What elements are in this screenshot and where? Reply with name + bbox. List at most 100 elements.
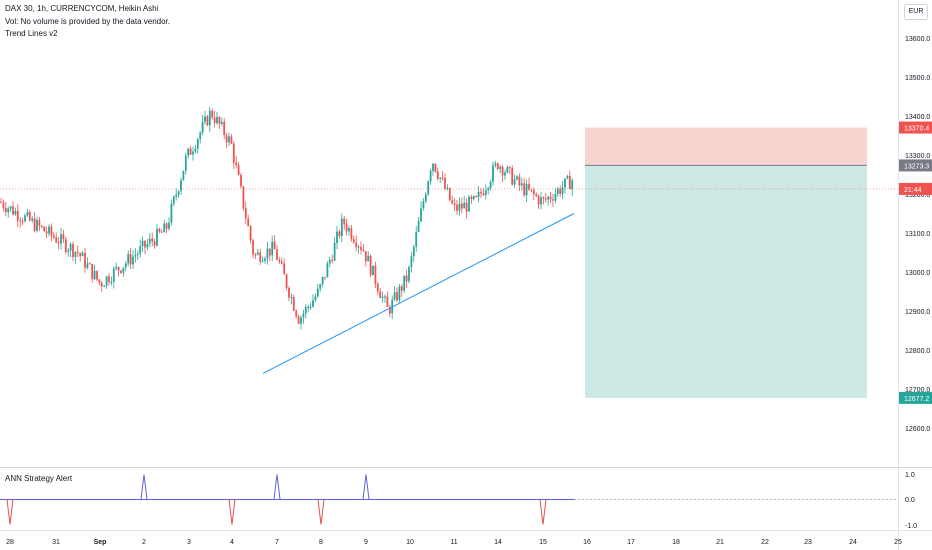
candle-body: [561, 187, 564, 194]
candle-body: [367, 255, 370, 262]
candle-body: [124, 263, 127, 268]
candle-body: [276, 249, 278, 260]
candle-body: [388, 306, 391, 314]
candle-body: [369, 255, 372, 276]
candle-body: [302, 313, 305, 318]
candle-body: [309, 306, 312, 308]
indicator-trend-lines[interactable]: Trend Lines v2: [5, 29, 58, 38]
candle-body: [242, 186, 245, 209]
candle-body: [38, 219, 41, 226]
candle-body: [240, 174, 242, 187]
candle-body: [492, 165, 494, 182]
candle-body: [254, 254, 257, 256]
price-tick-label: 13400.0: [905, 114, 930, 121]
subchart-title[interactable]: ANN Strategy Alert: [5, 474, 73, 483]
price-tick-label: 12600.0: [905, 426, 930, 433]
candle-body: [127, 254, 130, 264]
candle-body: [525, 183, 528, 196]
candle-body: [105, 276, 108, 286]
candle-body: [513, 179, 516, 185]
candle-body: [184, 155, 187, 171]
time-tick-label: 18: [672, 539, 680, 546]
candle-body: [93, 270, 96, 280]
candle-body: [21, 220, 24, 222]
candle-body: [451, 200, 454, 204]
candle-body: [412, 246, 415, 257]
candle-body: [228, 136, 230, 143]
candle-body: [50, 226, 53, 236]
candle-body: [304, 306, 307, 314]
candle-body: [84, 252, 86, 268]
alert-spike: [273, 474, 281, 500]
candle-body: [348, 228, 350, 232]
candle-body: [523, 183, 526, 196]
candle-body: [556, 188, 559, 194]
candle-body: [345, 224, 348, 232]
candle-body: [501, 166, 504, 176]
candle-body: [218, 116, 221, 124]
candle-body: [417, 221, 420, 233]
candle-body: [518, 176, 521, 186]
candle-body: [4, 208, 7, 213]
currency-button[interactable]: EUR: [904, 4, 928, 20]
candle-body: [216, 116, 218, 124]
candle-body: [172, 196, 175, 204]
candle-body: [446, 187, 449, 189]
candle-body: [516, 176, 518, 180]
candle-body: [283, 263, 286, 275]
candle-body: [400, 286, 403, 291]
candle-body: [520, 183, 523, 186]
candle-body: [2, 202, 5, 209]
time-tick-label: 9: [364, 539, 368, 546]
candle-body: [386, 296, 389, 307]
time-tick-label: 31: [52, 539, 60, 546]
candle-body: [0, 201, 2, 203]
candle-body: [484, 190, 487, 195]
candle-body: [338, 231, 341, 237]
candle-body: [312, 300, 314, 307]
candle-body: [122, 267, 125, 273]
candle-body: [324, 276, 326, 278]
alert-spike: [140, 474, 148, 500]
candle-body: [60, 234, 62, 244]
candle-body: [230, 136, 233, 144]
price-tick-label: 12700.0: [905, 387, 930, 394]
candle-body: [568, 175, 571, 190]
subchart-tick-label: 0.0: [905, 497, 915, 504]
candle-body: [357, 246, 360, 248]
candle-body: [9, 206, 12, 209]
candle-body: [108, 276, 110, 283]
time-tick-label: 17: [627, 539, 635, 546]
candle-body: [434, 163, 437, 172]
candle-body: [189, 148, 192, 155]
candle-body: [472, 196, 475, 199]
candle-body: [120, 270, 122, 273]
candle-body: [288, 287, 290, 298]
price-badge-label: 21:44: [904, 187, 922, 194]
candle-body: [463, 202, 466, 209]
candle-body: [285, 274, 288, 288]
candle-body: [355, 242, 358, 248]
candle-body: [535, 194, 538, 197]
candle-body: [268, 248, 271, 256]
candle-body: [148, 238, 151, 244]
candle-body: [343, 218, 346, 225]
time-tick-label: 10: [406, 539, 414, 546]
candle-body: [559, 188, 562, 194]
candle-body: [432, 163, 434, 171]
candle-body: [33, 218, 36, 231]
time-tick-label: 22: [761, 539, 769, 546]
candle-body: [571, 180, 574, 190]
volume-note: Vol: No volume is provided by the data v…: [5, 17, 170, 26]
candle-body: [540, 197, 542, 205]
candle-body: [103, 285, 106, 287]
candle-body: [537, 196, 540, 205]
candle-body: [444, 178, 446, 189]
candle-body: [139, 245, 142, 254]
candle-body: [144, 240, 146, 248]
candle-body: [477, 191, 480, 197]
candle-body: [532, 189, 535, 195]
candle-body: [12, 206, 14, 215]
subchart-tick-label: -1.0: [905, 523, 917, 530]
